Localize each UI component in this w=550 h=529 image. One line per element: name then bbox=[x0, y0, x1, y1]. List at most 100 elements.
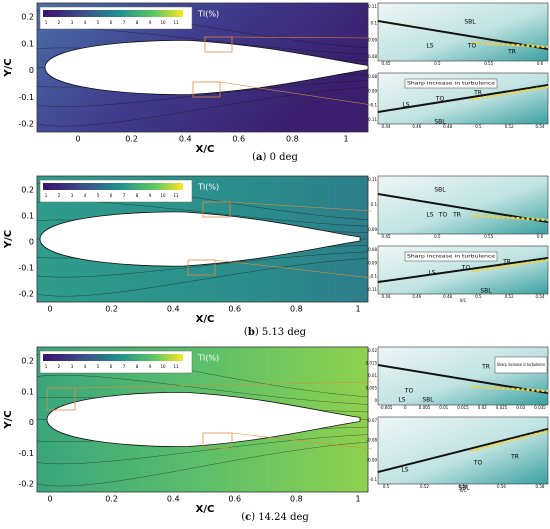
inset-field bbox=[377, 2, 549, 62]
x-tick-label: 0.6 bbox=[228, 305, 241, 314]
inset-y-tick: 0.02 bbox=[368, 348, 377, 353]
zoom-box bbox=[202, 201, 231, 218]
inset-x-tick: 0.58 bbox=[536, 484, 545, 489]
inset-wall bbox=[377, 193, 549, 223]
inset-x-tick: 0.52 bbox=[505, 124, 514, 129]
zoom-box bbox=[187, 259, 216, 276]
zoom-leader bbox=[74, 381, 373, 389]
y-tick-label: 0.2 bbox=[21, 186, 34, 195]
x-tick-label: 0.6 bbox=[232, 135, 245, 144]
contour-line bbox=[36, 251, 369, 278]
zoom-box bbox=[192, 81, 221, 98]
inset-label: TR bbox=[507, 49, 516, 56]
inset-x-tick: 0.48 bbox=[443, 294, 452, 299]
colorbar-tick: 8 bbox=[136, 20, 139, 25]
inset-label: LS bbox=[426, 43, 433, 50]
colorbar-tick: 2 bbox=[58, 193, 61, 198]
colorbar-tick: 7 bbox=[123, 20, 126, 25]
inset-wall-dots bbox=[471, 85, 549, 101]
y-tick-label: 0 bbox=[29, 238, 34, 247]
colorbar-tick: 2 bbox=[58, 20, 61, 25]
inset-y-tick: 0.09 bbox=[368, 37, 377, 42]
contour-line bbox=[36, 258, 369, 297]
inset-y-tick: -0.09 bbox=[367, 260, 378, 265]
inset-x-tick: 0.54 bbox=[536, 124, 545, 129]
inset-label: SBL bbox=[434, 119, 446, 126]
airfoil bbox=[46, 391, 361, 448]
inset-label: TO bbox=[467, 43, 477, 50]
zoom-box bbox=[46, 387, 76, 411]
x-tick-label: 0.8 bbox=[290, 495, 303, 504]
caption-label: a bbox=[256, 152, 263, 163]
colorbar-tick: 5 bbox=[97, 193, 100, 198]
colorbar-tick: 6 bbox=[110, 20, 113, 25]
airfoil bbox=[44, 39, 369, 96]
x-tick-label: 1 bbox=[343, 135, 348, 144]
colorbar-tick: 9 bbox=[149, 20, 152, 25]
inset-wall-dots bbox=[471, 385, 549, 393]
inset-y-tick: 0.11 bbox=[368, 4, 377, 9]
colorbar-tick: 11 bbox=[173, 20, 179, 25]
y-tick-label: -0.1 bbox=[18, 264, 34, 273]
inset-y-tick: 0.09 bbox=[368, 227, 377, 232]
inset-y-tick: -0.11 bbox=[367, 117, 378, 122]
inset-label: TR bbox=[502, 259, 511, 266]
colorbar-tick: 9 bbox=[149, 364, 152, 369]
inset-x-tick: 0.005 bbox=[419, 405, 431, 410]
x-tick-label: 0 bbox=[47, 495, 52, 504]
y-tick-label: -0.2 bbox=[18, 290, 34, 299]
caption: (b) 5.13 deg bbox=[244, 327, 307, 338]
colorbar-tick: 4 bbox=[84, 20, 87, 25]
inset-x-tick: 0.5 bbox=[434, 234, 441, 239]
colorbar-tick: 8 bbox=[136, 364, 139, 369]
y-tick-label: -0.2 bbox=[18, 480, 34, 489]
x-tick-label: 1 bbox=[355, 305, 360, 314]
colorbar-tick: 5 bbox=[97, 364, 100, 369]
y-tick-label: -0.1 bbox=[18, 449, 34, 458]
x-tick-label: 0 bbox=[75, 135, 80, 144]
inset-x-tick: 0.56 bbox=[497, 484, 506, 489]
colorbar-tick: 4 bbox=[84, 364, 87, 369]
colorbar bbox=[43, 183, 183, 190]
inset-y-tick: 0.08 bbox=[368, 54, 377, 59]
y-tick-label: 0.1 bbox=[21, 387, 34, 396]
inset-y-tick: -0.08 bbox=[367, 438, 378, 443]
note: Sharp increase in turbulence bbox=[407, 81, 496, 86]
inset-x-tick: 0.52 bbox=[505, 294, 514, 299]
x-tick-label: 0.2 bbox=[125, 135, 138, 144]
inset-x-tick: 0.5 bbox=[475, 124, 482, 129]
inset-x-tick: 0.015 bbox=[457, 405, 469, 410]
inset-label: TO bbox=[461, 265, 471, 272]
inset-y-tick: -0.09 bbox=[367, 88, 378, 93]
inset-wall-dots bbox=[471, 214, 549, 222]
inset-x-tick: 0.02 bbox=[478, 405, 487, 410]
y-tick-label: 0 bbox=[29, 418, 34, 427]
inset-x-tick: 0.55 bbox=[484, 234, 493, 239]
colorbar-tick: 6 bbox=[110, 364, 113, 369]
inset-wall-dots bbox=[471, 429, 549, 452]
zoom-box bbox=[204, 36, 233, 53]
inset-label: LS bbox=[402, 102, 409, 109]
x-tick-label: 0.8 bbox=[286, 135, 299, 144]
inset-y-tick: 0.005 bbox=[366, 386, 378, 391]
note-box bbox=[404, 78, 498, 89]
inset-y-tick: -0.11 bbox=[367, 287, 378, 292]
inset-wall bbox=[377, 257, 549, 283]
inset-label: LS bbox=[401, 467, 408, 474]
zoom-leader bbox=[231, 36, 373, 39]
note: Sharp increase in turbulence bbox=[497, 362, 545, 367]
colorbar-tick: 2 bbox=[58, 364, 61, 369]
inset-x-tick: 0 bbox=[404, 405, 407, 410]
inset-x-tick: 0.54 bbox=[459, 484, 468, 489]
inset-x-tick: -0.005 bbox=[380, 405, 393, 410]
colorbar bbox=[43, 10, 183, 17]
inset-label: SBL bbox=[434, 187, 446, 194]
colorbar-tick: 11 bbox=[173, 364, 179, 369]
colorbar-tick: 11 bbox=[173, 193, 179, 198]
inset-label: TO bbox=[473, 460, 483, 467]
inset-label: LS bbox=[398, 397, 405, 404]
inset-y-tick: 0.1 bbox=[371, 202, 378, 207]
inset-x-tick: 0.03 bbox=[516, 405, 525, 410]
x-axis-label: X/C bbox=[196, 144, 215, 155]
